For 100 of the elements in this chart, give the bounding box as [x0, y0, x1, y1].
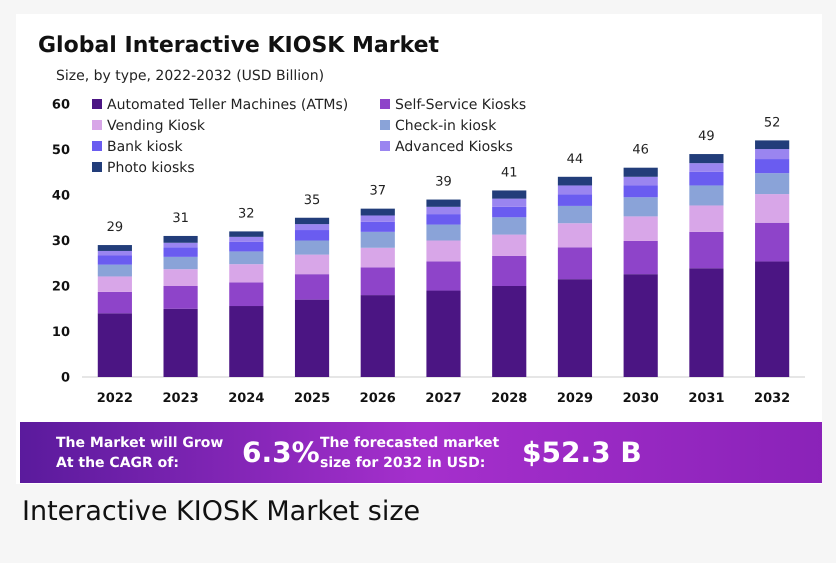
bar	[229, 236, 264, 242]
bar	[492, 234, 526, 256]
y-tick-label: 50	[52, 143, 70, 158]
bar	[492, 206, 526, 218]
bar	[426, 240, 461, 262]
bar	[689, 163, 724, 172]
bar	[426, 261, 461, 291]
bar	[426, 206, 461, 214]
bar	[164, 236, 198, 243]
bar	[294, 254, 330, 274]
y-tick-label: 10	[52, 325, 70, 340]
bar	[164, 286, 198, 309]
bar	[755, 140, 790, 150]
chart-title: Global Interactive KIOSK Market	[38, 33, 440, 58]
bar	[624, 197, 658, 216]
bar	[294, 300, 330, 377]
legend-label: Check-in kiosk	[395, 118, 498, 134]
bar	[98, 313, 132, 377]
bar	[98, 245, 132, 251]
legend-label: Advanced Kiosks	[395, 138, 513, 155]
bar	[360, 215, 395, 222]
total-label: 35	[304, 192, 320, 208]
bar	[98, 276, 132, 292]
bar	[689, 268, 724, 377]
bar	[492, 256, 526, 286]
bar	[294, 240, 330, 255]
bar	[164, 269, 198, 286]
bar	[624, 216, 658, 241]
x-tick-label: 2028	[491, 391, 528, 406]
legend-label: Self-Service Kiosks	[395, 96, 526, 113]
bar	[164, 308, 198, 377]
y-tick-label: 0	[60, 370, 70, 386]
bar	[558, 223, 592, 248]
bar	[360, 267, 395, 296]
x-tick-label: 2030	[622, 391, 659, 406]
total-label: 49	[698, 129, 715, 144]
bar	[294, 218, 330, 224]
total-label: 44	[566, 152, 584, 167]
bar	[558, 279, 592, 377]
chart-subtitle: Size, by type, 2022-2032 (USD Billion)	[56, 68, 324, 84]
bar	[624, 274, 658, 377]
y-tick-label: 40	[52, 188, 70, 204]
text: The forecasted market size for 2032 in USD:	[320, 435, 500, 471]
bar	[426, 290, 461, 377]
bar	[229, 231, 264, 237]
text: Interactive KIOSK Market size	[22, 496, 420, 527]
text: The Market will Grow At the CAGR of:	[56, 435, 224, 471]
bar	[360, 222, 395, 232]
bar	[229, 242, 264, 252]
bar	[229, 306, 264, 377]
bar	[229, 251, 264, 264]
bar	[689, 205, 724, 232]
x-tick-label: 2022	[96, 391, 133, 406]
bar	[294, 224, 330, 230]
bar	[98, 256, 132, 265]
total-label: 29	[106, 220, 124, 236]
bar	[229, 264, 264, 282]
bar	[624, 240, 658, 274]
bar	[229, 282, 264, 306]
bar	[689, 185, 724, 206]
bar	[755, 149, 790, 160]
total-label: 32	[238, 206, 255, 222]
bar	[492, 286, 526, 377]
x-tick-label: 2026	[360, 391, 396, 406]
y-tick-label: 30	[52, 234, 70, 250]
x-tick-label: 2024	[228, 391, 264, 406]
bar	[689, 172, 724, 186]
legend-label: Bank kiosk	[107, 138, 184, 155]
bar	[624, 185, 658, 198]
x-tick-label: 2031	[688, 391, 725, 406]
bar	[755, 222, 790, 262]
bar	[558, 247, 592, 280]
bar	[294, 230, 330, 240]
bar	[164, 256, 198, 270]
bar	[492, 190, 526, 199]
y-tick-label: 60	[52, 98, 70, 113]
bar	[360, 208, 395, 216]
total-label: 46	[632, 142, 649, 158]
x-tick-label: 2029	[556, 391, 594, 406]
bar	[558, 194, 592, 206]
total-label: 41	[500, 165, 518, 180]
total-label: 37	[370, 184, 386, 199]
bar	[624, 168, 658, 177]
bar	[164, 242, 198, 248]
bar	[98, 250, 132, 256]
bar	[558, 176, 592, 186]
x-tick-label: 2027	[425, 391, 462, 406]
bar	[558, 206, 592, 224]
x-tick-label: 2023	[162, 391, 199, 406]
bar	[360, 232, 395, 248]
bar	[492, 217, 526, 235]
x-tick-label: 2025	[294, 391, 330, 406]
total-label: 31	[172, 210, 189, 226]
bar	[624, 176, 658, 186]
y-tick-label: 20	[52, 280, 70, 295]
bar	[98, 292, 132, 314]
bar	[492, 198, 526, 207]
bar	[755, 173, 790, 194]
bar	[558, 185, 592, 195]
bar	[294, 274, 330, 300]
